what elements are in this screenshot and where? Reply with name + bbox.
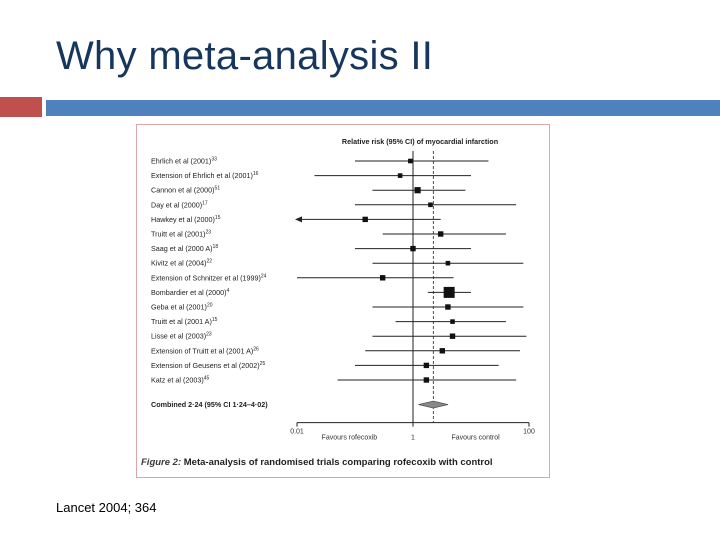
study-reference: 26 (253, 346, 259, 352)
figure-caption-text: Meta-analysis of randomised trials compa… (183, 457, 493, 468)
point-estimate (428, 202, 433, 208)
study-reference: 15 (215, 215, 221, 221)
point-estimate (450, 319, 455, 324)
study-reference: 16 (253, 171, 259, 177)
point-estimate (449, 333, 456, 339)
chart-title: Relative risk (95% CI) of myocardial inf… (342, 137, 498, 146)
study-reference: 4 (227, 288, 230, 294)
favours-left-label: Favours rofecoxib (322, 435, 378, 442)
point-estimate (437, 231, 444, 237)
study-reference: 20 (207, 303, 213, 309)
forest-plot-figure: Relative risk (95% CI) of myocardial inf… (136, 124, 550, 478)
study-label: Ehrlich et al (2001)33 (151, 157, 217, 166)
study-label: Saag et al (2000 A)18 (151, 244, 218, 253)
favours-right-label: Favours control (451, 435, 500, 442)
point-estimate (445, 304, 451, 310)
study-reference: 24 (261, 273, 267, 279)
figure-caption-label: Figure 2: (141, 457, 182, 468)
x-tick-label: 1 (411, 435, 415, 442)
point-estimate (414, 187, 421, 194)
study-label: Extension of Geusens et al (2002)25 (151, 361, 265, 370)
point-estimate (423, 377, 430, 383)
combined-diamond (418, 400, 449, 409)
study-reference: 17 (202, 200, 208, 206)
ci-arrow (295, 216, 302, 223)
study-reference: 22 (207, 259, 213, 265)
study-label: Bombardier et al (2000)4 (151, 288, 230, 297)
study-reference: 15 (212, 317, 218, 323)
study-reference: 51 (215, 186, 221, 192)
point-estimate (423, 362, 430, 369)
study-label: Truitt et al (2001 A)15 (151, 317, 218, 326)
study-label: Cannon et al (2000)51 (151, 186, 220, 195)
x-tick-label: 0.01 (290, 429, 304, 436)
study-reference: 23 (206, 332, 212, 338)
forest-plot: Relative risk (95% CI) of myocardial inf… (151, 137, 535, 442)
study-label: Extension of Truitt et al (2001 A)26 (151, 346, 259, 355)
source-citation: Lancet 2004; 364 (56, 500, 157, 515)
x-tick-label: 100 (523, 429, 535, 436)
point-estimate (408, 158, 413, 164)
point-estimate (379, 275, 386, 281)
point-estimate (439, 348, 445, 354)
point-estimate (445, 260, 451, 266)
study-label: Hawkey et al (2000)15 (151, 215, 221, 224)
study-label: Day et al (2000)17 (151, 200, 208, 209)
point-estimate (443, 286, 455, 298)
combined-label: Combined 2·24 (95% CI 1·24–4·02) (151, 400, 268, 409)
study-reference: 18 (213, 244, 219, 250)
study-label: Katz et al (2003)45 (151, 376, 210, 385)
point-estimate (362, 216, 368, 223)
study-reference: 33 (211, 157, 217, 163)
study-label: Lisse et al (2003)23 (151, 332, 212, 341)
study-reference: 23 (205, 230, 211, 236)
slide-title: Why meta-analysis II (56, 34, 434, 78)
point-estimate (410, 245, 416, 252)
study-label: Extension of Schnitzer et al (1999)24 (151, 273, 267, 282)
title-accent-square (0, 97, 42, 117)
study-label: Kivitz et al (2004)22 (151, 259, 212, 268)
study-reference: 25 (260, 361, 266, 367)
study-label: Geba et al (2001)20 (151, 303, 213, 312)
figure-caption: Figure 2: Meta-analysis of randomised tr… (141, 457, 493, 468)
study-label: Truitt et al (2001)23 (151, 230, 211, 239)
title-accent-bar (46, 100, 720, 116)
study-reference: 45 (204, 376, 210, 382)
study-label: Extension of Ehrlich et al (2001)16 (151, 171, 259, 180)
point-estimate (397, 173, 403, 178)
